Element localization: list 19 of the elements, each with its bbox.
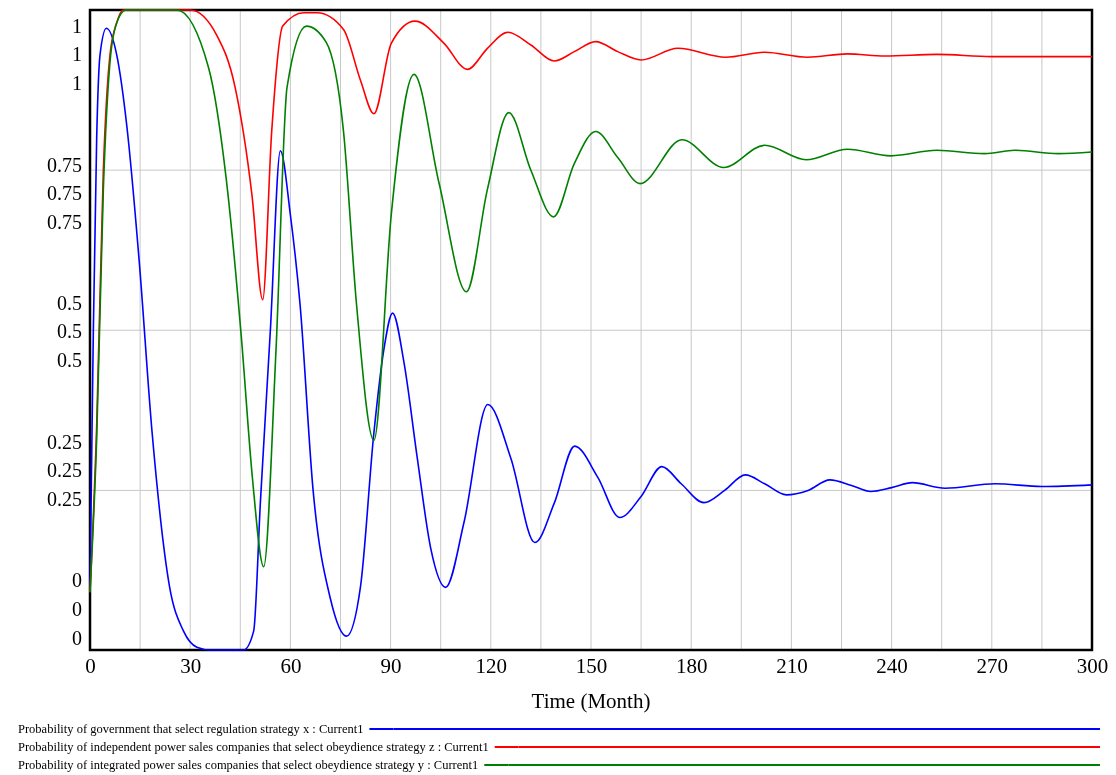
legend-label: Probability of independent power sales companies that select obeydience strategy z : Current1: [18, 740, 489, 754]
y-tick-label: 0.75: [47, 153, 82, 176]
y-tick-label: 0.5: [57, 292, 82, 315]
y-tick-label: 1: [72, 14, 82, 37]
y-tick-label: 0: [72, 569, 82, 592]
x-tick-label: 30: [180, 653, 202, 678]
x-tick-label: 150: [575, 653, 608, 678]
x-tick-label: 60: [280, 653, 302, 678]
x-tick-label: 210: [776, 653, 808, 678]
y-tick-label: 0.25: [47, 430, 82, 453]
x-tick-label: 180: [675, 653, 708, 678]
x-axis-title: Time (Month): [531, 689, 651, 713]
x-tick-label: 270: [976, 653, 1009, 678]
legend-label: Probability of integrated power sales companies that select obeydience strategy y : Current1: [18, 758, 479, 772]
x-tick-label: 120: [475, 653, 508, 678]
x-tick-label: 90: [380, 653, 402, 678]
x-tick-label: 300: [1076, 653, 1109, 678]
legend-label: Probability of government that select regulation strategy x : Current1: [18, 722, 364, 736]
x-tick-label: 240: [876, 653, 908, 678]
